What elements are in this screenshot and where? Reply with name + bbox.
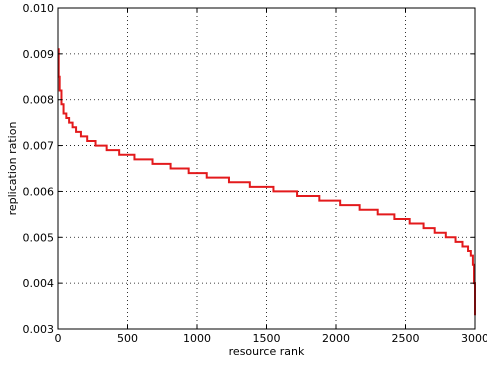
tick-marks: [57, 7, 476, 330]
grid: [58, 8, 475, 329]
y-tick-label: 0.009: [23, 48, 55, 61]
series-group: [57, 48, 476, 316]
x-tick-label: 2500: [392, 332, 420, 345]
x-tick-label: 2000: [322, 332, 350, 345]
x-tick-labels: 0 500 1000 1500 2000 2500 3000: [55, 332, 487, 345]
x-tick-label: 3000: [461, 332, 487, 345]
x-tick-label: 1000: [183, 332, 211, 345]
x-tick-label: 1500: [253, 332, 281, 345]
y-tick-label: 0.007: [23, 140, 55, 153]
y-tick-label: 0.004: [23, 277, 55, 290]
y-tick-label: 0.010: [23, 2, 55, 15]
y-tick-labels: 0.003 0.004 0.005 0.006 0.007 0.008 0.009 0.010: [23, 2, 55, 336]
y-tick-label: 0.008: [23, 94, 55, 107]
y-axis-label: replication ration: [6, 122, 19, 216]
series-line: [57, 48, 476, 316]
x-tick-label: 0: [55, 332, 62, 345]
y-tick-label: 0.003: [23, 323, 55, 336]
y-tick-label: 0.006: [23, 185, 55, 198]
y-tick-label: 0.005: [23, 231, 55, 244]
x-axis-label: resource rank: [229, 345, 305, 358]
x-tick-label: 500: [117, 332, 138, 345]
